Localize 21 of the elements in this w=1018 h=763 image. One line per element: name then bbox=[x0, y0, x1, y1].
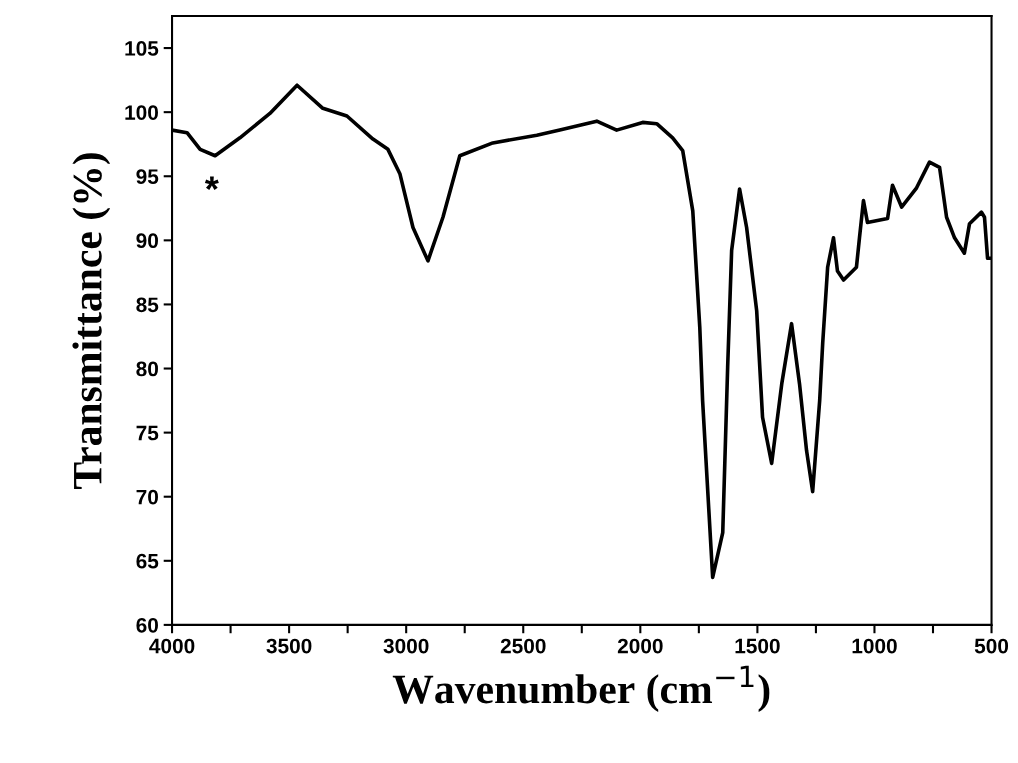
y-tick-label: 85 bbox=[136, 297, 159, 313]
y-tick-label: 100 bbox=[125, 105, 158, 120]
x-axis-title: Wavenumber (cm$^{−1}$) bbox=[392, 665, 770, 712]
x-tick-label: 1000 bbox=[852, 638, 897, 654]
y-tick-label: 65 bbox=[136, 553, 159, 569]
x-tick-label: 500 bbox=[974, 638, 1009, 654]
y-tick-label: 95 bbox=[136, 169, 159, 185]
y-axis-title: Transmittance (%) bbox=[72, 153, 111, 489]
x-tick-label: 4000 bbox=[149, 638, 195, 654]
y-tick-label: 105 bbox=[125, 41, 159, 56]
x-tick-label: 2500 bbox=[500, 638, 546, 654]
y-tick-label: 90 bbox=[136, 233, 158, 249]
x-tick-label: 3000 bbox=[383, 638, 429, 654]
x-tick-label: 3500 bbox=[266, 638, 312, 654]
annotation: * bbox=[204, 176, 219, 190]
x-tick-label: 2000 bbox=[617, 638, 663, 654]
y-tick-label: 70 bbox=[136, 489, 158, 505]
y-tick-label: 75 bbox=[136, 425, 159, 441]
x-tick-label: 1500 bbox=[735, 638, 780, 654]
y-tick-label: 60 bbox=[136, 617, 158, 633]
y-tick-label: 80 bbox=[136, 361, 158, 377]
